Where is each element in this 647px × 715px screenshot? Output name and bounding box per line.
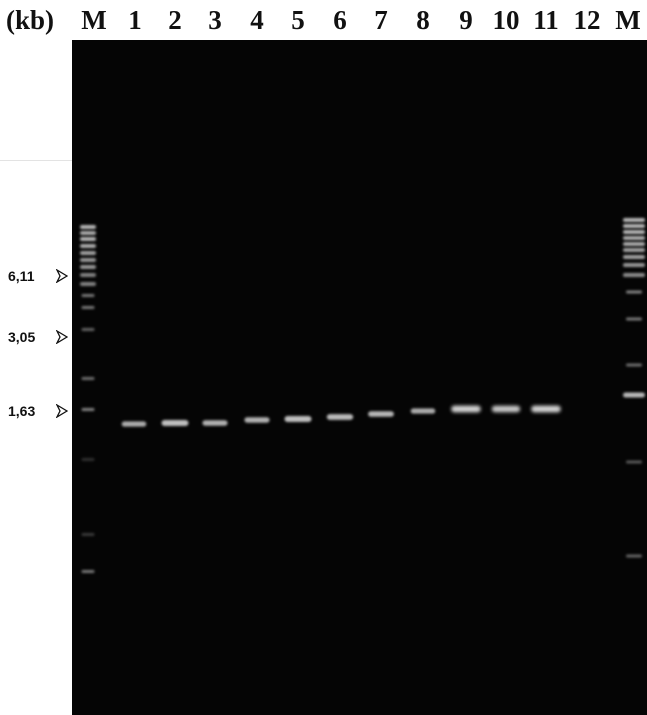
lane-label-2: 2 [168,5,182,35]
ladder-band [623,392,645,398]
ladder-band [80,258,96,262]
ladder-band [623,273,645,277]
ladder-band [81,306,95,309]
size-marker-label: 1,63 [8,403,36,419]
sample-band [202,420,228,426]
ladder-band [623,248,645,252]
ladder-band [81,377,95,380]
ladder-band [623,224,645,228]
arrowhead-right-icon [56,404,68,418]
divider-line [0,160,72,161]
sample-band [410,408,436,414]
ladder-band [623,236,645,240]
ladder-band [81,533,95,536]
arrowhead-right-icon [56,330,68,344]
lane-label-marker-left: M [81,5,107,35]
sample-band [161,420,189,426]
ladder-band [626,290,642,294]
ladder-band [80,231,96,235]
lane-label-7: 7 [374,5,388,35]
lane-label-9: 9 [459,5,473,35]
size-marker-1-63: 1,63 [0,401,70,421]
sample-band [531,405,561,413]
sample-band [491,405,521,413]
ladder-band [81,458,95,461]
lane-label-marker-right: M [615,5,641,35]
sample-band [284,416,312,422]
lane-label-12: 12 [573,5,601,35]
ladder-band [626,317,642,321]
ladder-band [81,328,95,331]
sample-band [368,411,394,417]
size-marker-label: 3,05 [8,329,36,345]
ladder-left [80,225,96,573]
lane-label-6: 6 [333,5,347,35]
ladder-band [81,570,95,573]
lane-label-11: 11 [533,5,559,35]
sample-band [326,414,354,420]
size-marker-6-11: 6,11 [0,266,70,286]
ladder-band [80,244,96,248]
ladder-band [81,408,95,411]
sample-band [121,421,147,427]
ladder-band [623,218,645,222]
ladder-band [80,251,96,255]
sample-band [244,417,270,423]
ladder-band [623,230,645,234]
ladder-band [623,263,645,267]
ladder-band [80,237,96,241]
sample-band [451,405,481,413]
ladder-band [626,460,642,464]
lane-label-1: 1 [128,5,142,35]
lane-label-3: 3 [208,5,222,35]
lane-header-row: (kb) M 1 2 3 4 5 6 7 8 9 10 11 12 M [0,0,647,40]
size-marker-label: 6,11 [8,268,35,284]
size-unit-label: (kb) [6,5,55,35]
ladder-band [626,554,642,558]
lane-label-8: 8 [416,5,430,35]
ladder-band [80,282,96,286]
ladder-band [623,242,645,246]
ladder-band [626,363,642,367]
agarose-gel-image [72,40,647,715]
ladder-band [80,225,96,229]
ladder-band [80,273,96,277]
ladder-right [623,218,645,558]
gel-lanes-svg [80,218,645,573]
ladder-band [81,294,95,297]
size-marker-3-05: 3,05 [0,327,70,347]
sample-bands [121,405,561,427]
ladder-band [623,255,645,259]
ladder-band [80,265,96,269]
arrowhead-right-icon [56,269,68,283]
lane-label-10: 10 [492,5,520,35]
lane-label-5: 5 [291,5,305,35]
lane-label-4: 4 [250,5,264,35]
